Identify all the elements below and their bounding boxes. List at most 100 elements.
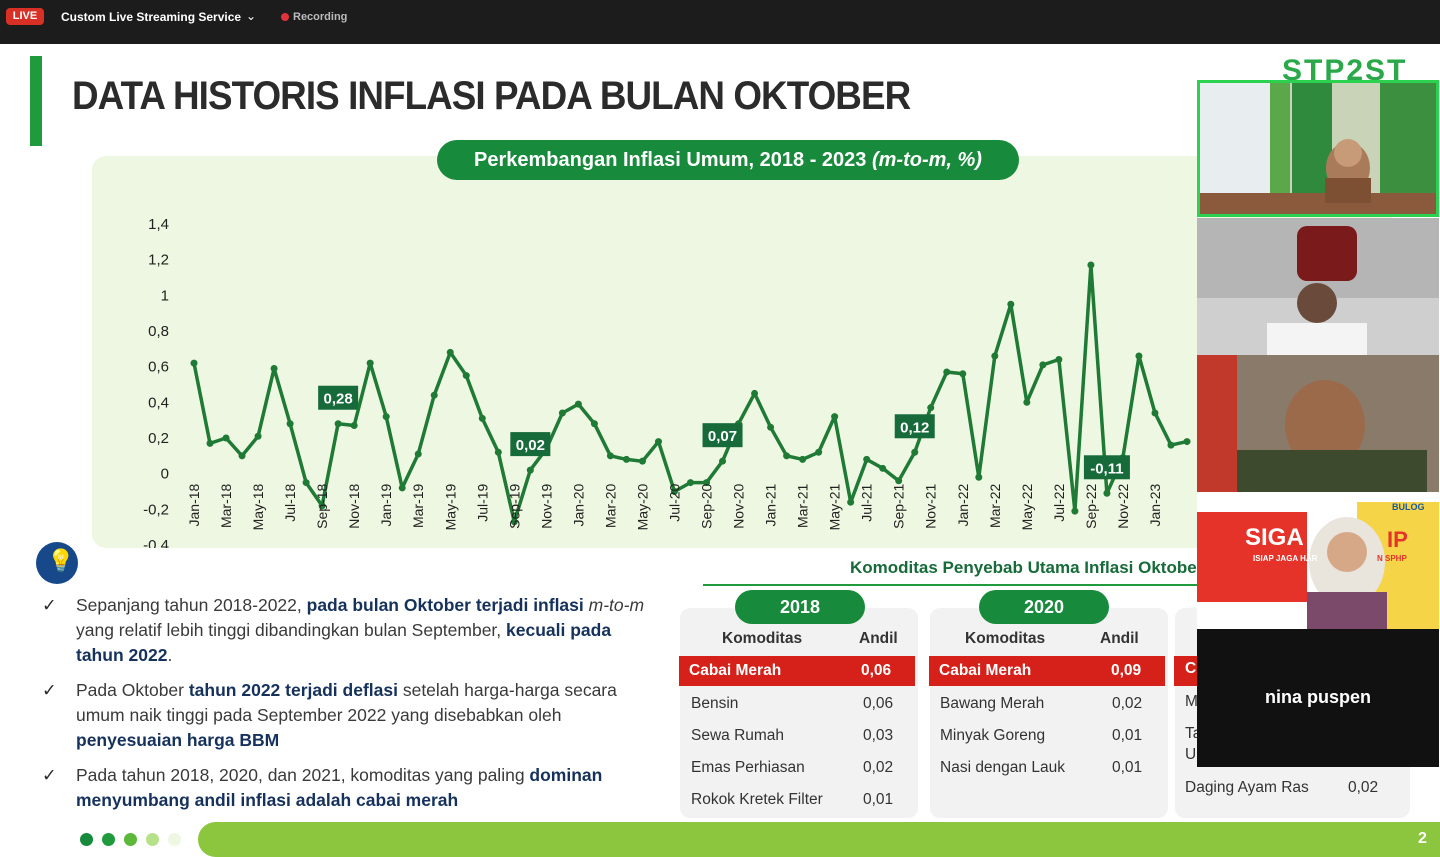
data-point xyxy=(943,368,951,376)
bullet-3: ✓ Pada tahun 2018, 2020, dan 2021, komod… xyxy=(42,763,662,813)
x-tick-label: May-19 xyxy=(442,483,458,530)
row-name: Bawang Merah xyxy=(940,695,1045,712)
year-pill-2020: 2020 xyxy=(979,590,1109,624)
bullet-text-part: dominan menyumbang andil inflasi adalah … xyxy=(76,765,603,810)
y-tick-label: 1,2 xyxy=(148,252,169,269)
y-tick-label: 0,8 xyxy=(148,323,169,340)
data-point xyxy=(975,473,983,481)
data-point xyxy=(286,420,294,428)
y-tick-label: 1 xyxy=(161,287,169,304)
checkmark-icon: ✓ xyxy=(42,765,57,785)
table-card-2020 xyxy=(930,608,1168,818)
checkmark-icon: ✓ xyxy=(42,595,57,615)
callout-label: 0,28 xyxy=(324,391,353,408)
data-point xyxy=(590,420,598,428)
table-row: Emas Perhiasan 0,02 xyxy=(681,753,917,783)
data-point xyxy=(302,479,310,487)
x-tick-label: Mar-21 xyxy=(795,483,811,528)
row-value: 0,02 xyxy=(1348,779,1379,796)
checkmark-icon: ✓ xyxy=(42,680,57,700)
bullet-2: ✓ Pada Oktober tahun 2022 terjadi deflas… xyxy=(42,678,662,753)
progress-dot xyxy=(168,833,181,846)
participant-video xyxy=(1197,492,1439,629)
participant-tile[interactable] xyxy=(1197,218,1439,355)
data-point xyxy=(1007,300,1015,308)
data-point xyxy=(1135,352,1143,360)
data-point xyxy=(959,370,967,378)
bullet-text: Sepanjang tahun 2018-2022, pada bulan Ok… xyxy=(76,593,662,668)
row-name: Minyak Goreng xyxy=(940,727,1046,744)
data-point xyxy=(703,479,711,487)
live-badge[interactable]: LIVE xyxy=(6,8,44,25)
x-tick-label: Jan-20 xyxy=(570,483,586,526)
partial-letter: C xyxy=(1185,660,1197,677)
row-name: Bensin xyxy=(691,695,739,712)
data-point xyxy=(1087,261,1095,269)
participant-video xyxy=(1197,355,1439,492)
komoditas-title: Komoditas Penyebab Utama Inflasi Oktober xyxy=(850,558,1204,577)
callout-box xyxy=(894,414,935,439)
bullet-text-part: Pada Oktober xyxy=(76,680,189,700)
row-value: 0,01 xyxy=(863,791,894,808)
row-value: 0,03 xyxy=(863,727,894,744)
x-tick-label: Nov-22 xyxy=(1115,483,1131,528)
x-tick-label: Jan-19 xyxy=(378,483,394,526)
y-tick-label: 0,6 xyxy=(148,359,169,376)
bullet-text-part: kecuali pada tahun 2022 xyxy=(76,620,612,665)
data-point xyxy=(622,455,630,463)
data-point xyxy=(751,389,759,397)
bullet-1: ✓ Sepanjang tahun 2018-2022, pada bulan … xyxy=(42,593,662,668)
bullet-text-part: penyesuaian harga BBM xyxy=(76,730,280,750)
participant-tile[interactable] xyxy=(1197,355,1439,492)
data-point xyxy=(238,452,246,460)
x-tick-label: Sep-20 xyxy=(699,483,715,528)
data-point xyxy=(574,400,582,408)
data-point xyxy=(670,488,678,495)
partial-letter: U xyxy=(1185,746,1197,763)
data-point xyxy=(991,352,999,360)
bullet-text-part: tahun 2022 terjadi deflasi xyxy=(188,680,398,700)
row-name: Nasi dengan Lauk xyxy=(940,759,1065,776)
row-name: Daging Ayam Ras xyxy=(1185,779,1309,796)
participant-tile[interactable]: SIGA IP ISIAP JAGA HAR N SPHP BULOG xyxy=(1197,492,1439,629)
col-header-komoditas: Komoditas xyxy=(965,630,1046,647)
recording-label[interactable]: Recording xyxy=(293,11,348,23)
data-point xyxy=(863,455,871,463)
data-point xyxy=(879,464,887,472)
progress-dot xyxy=(146,833,159,846)
x-tick-label: Jul-21 xyxy=(859,483,875,521)
streaming-service-name[interactable]: Custom Live Streaming Service xyxy=(61,10,242,24)
x-tick-label: May-22 xyxy=(1019,483,1035,530)
x-tick-label: Mar-20 xyxy=(602,483,618,528)
data-point xyxy=(799,455,807,463)
x-tick-label: Nov-21 xyxy=(923,483,939,528)
banner-text: SIGA xyxy=(1245,524,1304,551)
x-tick-label: Jan-18 xyxy=(186,483,202,526)
data-point xyxy=(334,420,342,428)
participant-tile[interactable]: nina puspen xyxy=(1197,629,1439,767)
data-point xyxy=(494,448,502,456)
banner-text: IP xyxy=(1387,527,1408,552)
data-point xyxy=(254,432,262,440)
bullet-text-part: yang relatif lebih tinggi dibandingkan b… xyxy=(76,620,507,640)
bullet-text-part: m-to-m xyxy=(588,595,645,615)
data-point xyxy=(222,434,230,442)
x-tick-label: Nov-20 xyxy=(731,483,747,528)
data-point xyxy=(318,502,326,510)
x-tick-label: Mar-22 xyxy=(987,483,1003,528)
data-point xyxy=(1151,409,1159,417)
bullet-text-part: pada bulan Oktober terjadi inflasi xyxy=(306,595,589,615)
data-point xyxy=(1071,507,1079,515)
data-point xyxy=(911,448,919,456)
participant-tile[interactable] xyxy=(1197,80,1439,217)
participant-name: nina puspen xyxy=(1264,687,1371,707)
meeting-topbar: LIVE Custom Live Streaming Service ⌄ Rec… xyxy=(0,0,1440,44)
chart-title-main: Perkembangan Inflasi Umum, 2018 - 2023 xyxy=(474,149,872,171)
y-tick-label: 0,4 xyxy=(148,394,169,411)
x-tick-label: Nov-19 xyxy=(538,483,554,528)
y-tick-label: 1,4 xyxy=(148,216,169,233)
callout-box xyxy=(510,432,551,457)
chevron-down-icon[interactable]: ⌄ xyxy=(246,9,257,23)
x-tick-label: Jan-21 xyxy=(763,483,779,526)
year-pill-2018: 2018 xyxy=(735,590,865,624)
